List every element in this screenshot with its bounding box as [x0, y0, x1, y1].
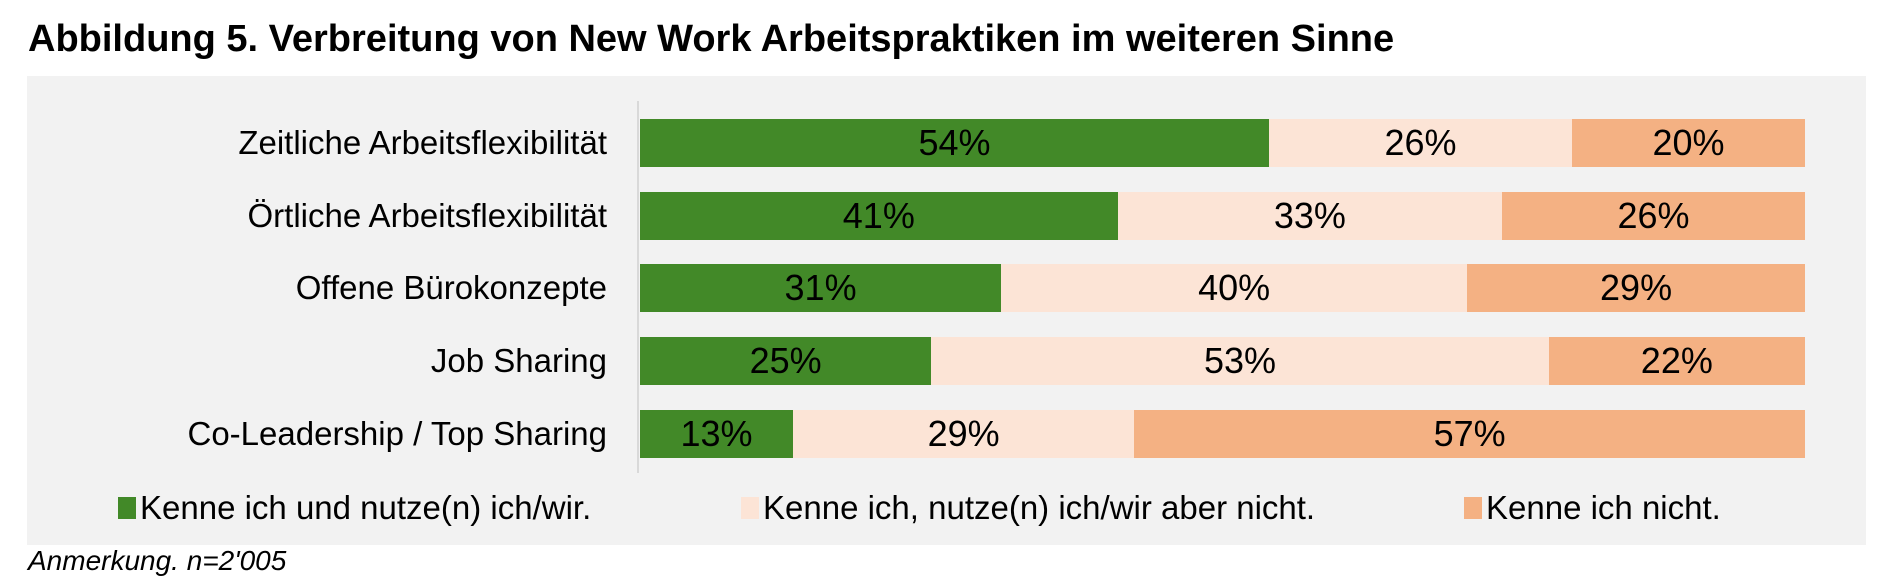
bar-segment-know-not-use: 29% — [792, 410, 1135, 458]
category-label: Örtliche Arbeitsflexibilität — [247, 197, 607, 234]
bar-segment-use: 54% — [640, 119, 1270, 167]
stacked-bar: 25% 53% 22% — [640, 337, 1805, 385]
legend-swatch-icon — [1464, 497, 1482, 519]
legend-item-use: Kenne ich und nutze(n) ich/wir. — [118, 486, 591, 530]
stacked-bar: 54% 26% 20% — [640, 119, 1805, 167]
category-label: Offene Bürokonzepte — [295, 269, 607, 306]
bar-segment-not-know: 29% — [1467, 264, 1805, 312]
legend-item-not-know: Kenne ich nicht. — [1464, 486, 1721, 530]
stacked-bar: 13% 29% 57% — [640, 410, 1805, 458]
legend-label: Kenne ich, nutze(n) ich/wir aber nicht. — [763, 489, 1316, 526]
bar-segment-know-not-use: 26% — [1269, 119, 1572, 167]
legend-label: Kenne ich nicht. — [1486, 489, 1721, 526]
bar-segment-not-know: 26% — [1502, 192, 1805, 240]
bar-segment-not-know: 20% — [1571, 119, 1805, 167]
bar-segment-know-not-use: 53% — [931, 337, 1549, 385]
stacked-bar: 41% 33% 26% — [640, 192, 1805, 240]
bar-segment-use: 13% — [640, 410, 793, 458]
bar-segment-not-know: 22% — [1548, 337, 1805, 385]
legend-label: Kenne ich und nutze(n) ich/wir. — [140, 489, 592, 526]
stacked-bar: 31% 40% 29% — [640, 264, 1805, 312]
category-label: Co-Leadership / Top Sharing — [187, 415, 608, 452]
bar-segment-know-not-use: 40% — [1001, 264, 1468, 312]
bar-segment-use: 25% — [640, 337, 932, 385]
chart-title: Abbildung 5. Verbreitung von New Work Ar… — [28, 18, 1395, 60]
bar-segment-know-not-use: 33% — [1117, 192, 1503, 240]
bar-segment-use: 41% — [640, 192, 1118, 240]
bar-segment-use: 31% — [640, 264, 1002, 312]
category-label: Zeitliche Arbeitsflexibilität — [238, 124, 607, 161]
annotation-note: Anmerkung. n=2'005 — [28, 545, 287, 576]
legend-item-know-not-use: Kenne ich, nutze(n) ich/wir aber nicht. — [741, 486, 1315, 530]
category-axis-line — [637, 101, 639, 473]
legend-swatch-icon — [118, 497, 136, 519]
legend-swatch-icon — [741, 497, 759, 519]
bar-segment-not-know: 57% — [1134, 410, 1805, 458]
category-label: Job Sharing — [430, 342, 607, 379]
